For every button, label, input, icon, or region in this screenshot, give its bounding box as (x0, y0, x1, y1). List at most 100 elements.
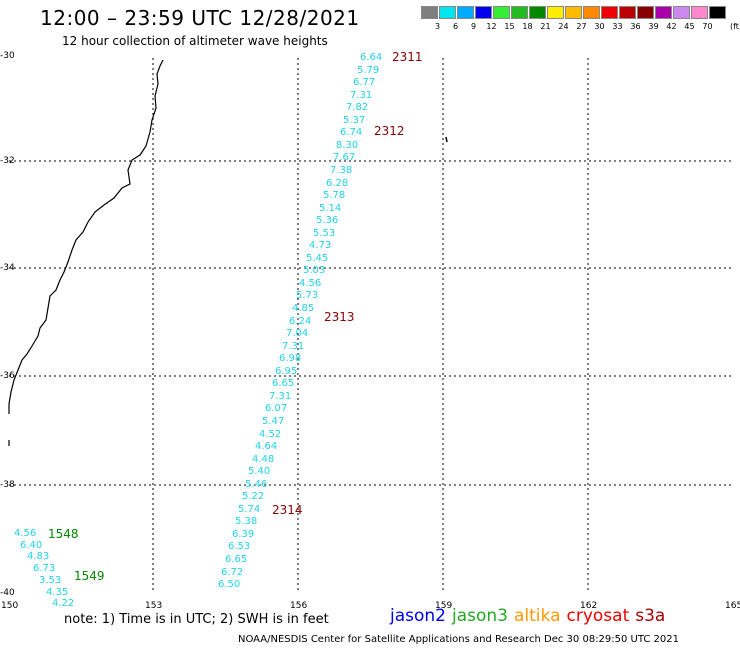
scale-swatch (673, 6, 690, 19)
wave-height-value: 5.73 (296, 290, 319, 301)
wave-height-value: 6.77 (353, 77, 376, 88)
wave-height-value: 5.40 (248, 466, 271, 477)
wave-height-value: 5.36 (316, 215, 339, 226)
scale-swatch (619, 6, 636, 19)
scale-swatch (565, 6, 582, 19)
wave-height-value: 6.73 (33, 563, 56, 574)
wave-height-value: 5.46 (245, 479, 268, 490)
wave-height-value: 5.79 (357, 65, 380, 76)
legend-entry-jason2: jason2 (390, 606, 446, 626)
wave-height-value: 5.22 (242, 491, 265, 502)
scale-swatch (601, 6, 618, 19)
scale-swatch (439, 6, 456, 19)
wave-height-value: 4.56 (14, 528, 37, 539)
scale-swatch (511, 6, 528, 19)
wave-height-value: 4.35 (46, 587, 69, 598)
latitude-label: -40 (0, 588, 15, 598)
wave-height-value: 6.98 (279, 353, 302, 364)
scale-swatch (421, 6, 438, 19)
wave-height-value: 4.73 (309, 240, 332, 251)
scale-label: 3 (434, 22, 441, 31)
legend-entry-jason3: jason3 (452, 606, 508, 626)
longitude-label: 162 (580, 601, 598, 611)
wave-height-value: 4.48 (252, 454, 275, 465)
wave-height-value: 7.31 (269, 391, 292, 402)
scale-swatch (709, 6, 726, 19)
wave-height-value: 5.45 (306, 253, 329, 264)
scale-unit: (ft) (730, 22, 740, 31)
legend-entry-cryosat: cryosat (566, 606, 630, 626)
longitude-label: 156 (290, 601, 308, 611)
wave-height-value: 4.85 (292, 303, 315, 314)
pass-time-label: 2312 (374, 124, 405, 138)
wave-height-value: 5.53 (313, 228, 336, 239)
scale-swatch (547, 6, 564, 19)
footer-credit: NOAA/NESDIS Center for Satellite Applica… (238, 634, 680, 645)
scale-label: 18 (522, 22, 533, 31)
scale-label: 27 (576, 22, 587, 31)
pass-time-label: 1548 (48, 527, 79, 541)
latitude-label: -34 (0, 263, 15, 273)
wave-height-value: 6.65 (272, 378, 295, 389)
scale-label: 39 (648, 22, 659, 31)
wave-height-value: 6.65 (225, 554, 248, 565)
scale-label: 36 (630, 22, 641, 31)
pass-time-label: 1549 (74, 569, 105, 583)
scale-swatch (691, 6, 708, 19)
satellite-legend: jason2 jason3 altika cryosat s3a (390, 606, 671, 626)
wave-height-value: 7.38 (330, 165, 353, 176)
legend-entry-s3a: s3a (635, 606, 666, 626)
wave-height-value: 7.67 (333, 152, 356, 163)
wave-height-value: 5.03 (303, 265, 326, 276)
note-text: note: 1) Time is in UTC; 2) SWH is in fe… (64, 612, 329, 627)
scale-swatch (529, 6, 546, 19)
longitude-label: 150 (1, 601, 19, 611)
scale-label: 42 (666, 22, 677, 31)
legend-entry-altika: altika (514, 606, 561, 626)
wave-height-value: 5.47 (262, 416, 285, 427)
wave-height-value: 4.52 (259, 429, 282, 440)
wave-height-value: 6.24 (289, 316, 312, 327)
scale-label: 33 (612, 22, 623, 31)
wave-height-value: 5.14 (319, 203, 342, 214)
latitude-label: -32 (0, 156, 15, 166)
scale-swatch (583, 6, 600, 19)
wave-height-value: 5.78 (323, 190, 346, 201)
wave-height-value: 6.50 (218, 579, 241, 590)
wave-height-value: 5.37 (343, 115, 366, 126)
wave-height-value: 8.30 (336, 140, 359, 151)
scale-swatch (457, 6, 474, 19)
scale-swatch (637, 6, 654, 19)
longitude-label: 153 (145, 601, 163, 611)
coastline (8, 59, 164, 414)
scale-label: 9 (470, 22, 477, 31)
latitude-label: -30 (0, 51, 15, 61)
wave-height-value: 7.31 (282, 341, 305, 352)
wave-height-value: 6.40 (20, 540, 43, 551)
longitude-label: 159 (435, 601, 453, 611)
wave-height-value: 6.64 (360, 52, 383, 63)
wave-height-value: 4.56 (299, 278, 322, 289)
pass-time-label: 2314 (272, 503, 303, 517)
wave-height-value: 4.22 (52, 598, 75, 609)
pass-time-label: 2313 (324, 310, 355, 324)
scale-label: 21 (540, 22, 551, 31)
wave-height-value: 7.04 (286, 328, 309, 339)
latitude-label: -38 (0, 480, 15, 490)
wave-height-value: 7.82 (346, 102, 369, 113)
latitude-label: -36 (0, 371, 15, 381)
wave-height-value: 6.39 (232, 529, 255, 540)
wave-height-value: 5.74 (238, 504, 261, 515)
scale-swatch (493, 6, 510, 19)
pass-time-label: 2311 (392, 50, 423, 64)
scale-swatch (655, 6, 672, 19)
wave-height-value: 6.95 (275, 366, 298, 377)
scale-label: 12 (486, 22, 497, 31)
scale-label: 45 (684, 22, 695, 31)
scale-swatch (475, 6, 492, 19)
lat-lon-grid (9, 58, 733, 593)
wave-height-value: 4.83 (27, 551, 50, 562)
wave-height-value: 3.53 (39, 575, 62, 586)
scale-label: 15 (504, 22, 515, 31)
